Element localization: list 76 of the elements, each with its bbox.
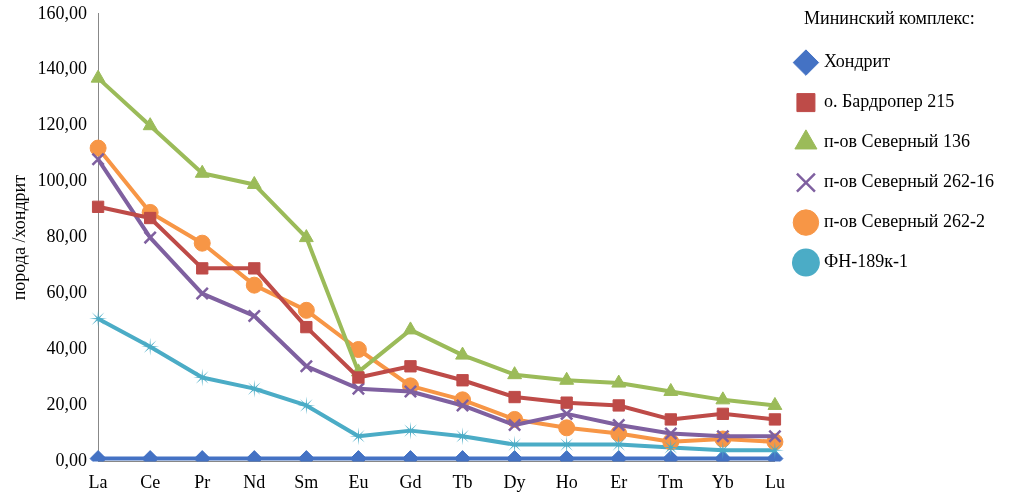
point (248, 262, 261, 275)
point (247, 309, 262, 323)
x-tick-label: Sm (294, 471, 319, 492)
point (559, 406, 574, 421)
point (91, 152, 106, 167)
point (298, 229, 314, 243)
point (297, 301, 315, 319)
x-tick-label: Lu (764, 471, 785, 492)
point (715, 391, 731, 405)
point (715, 429, 730, 444)
point (351, 381, 366, 396)
y-tick-label: 0,00 (55, 450, 88, 471)
point (560, 396, 573, 409)
x-tick-label: Ce (140, 471, 161, 492)
point (663, 426, 678, 441)
point (193, 234, 211, 252)
point (507, 418, 522, 432)
legend-label: Хондрит (823, 51, 891, 72)
point (716, 407, 730, 420)
point (245, 276, 263, 294)
point (142, 117, 158, 131)
point (349, 341, 367, 358)
point (195, 286, 210, 301)
y-tick-label: 40,00 (46, 338, 88, 359)
point (507, 366, 523, 380)
y-tick-label: 100,00 (37, 170, 88, 191)
y-tick-label: 160,00 (37, 2, 88, 23)
y-axis-title: порода /хондрит (8, 174, 29, 301)
x-tick-label: Er (610, 471, 628, 492)
point (91, 200, 105, 213)
point (194, 164, 210, 178)
legend-label: о. Бардропер 215 (823, 91, 955, 112)
point (352, 371, 365, 384)
point (455, 398, 470, 413)
x-tick-label: La (88, 471, 108, 492)
point (508, 390, 521, 404)
point (403, 321, 418, 335)
x-tick-label: Yb (711, 471, 734, 492)
point (664, 413, 677, 426)
point (612, 399, 625, 412)
y-tick-label: 120,00 (37, 114, 88, 135)
x-tick-label: Tm (658, 471, 684, 492)
point (404, 360, 417, 373)
legend-label: п-ов Северный 262-16 (823, 171, 994, 192)
point (768, 429, 782, 444)
legend-title: Мининский комплекс: (804, 7, 975, 28)
y-tick-label: 20,00 (46, 394, 88, 415)
point (90, 69, 106, 83)
point (299, 359, 314, 374)
point (456, 374, 469, 387)
x-tick-label: Pr (194, 471, 211, 492)
point (611, 374, 627, 388)
y-tick-label: 60,00 (46, 282, 88, 303)
y-tick-label: 140,00 (37, 58, 88, 79)
point (558, 419, 576, 437)
legend-label: п-ов Северный 262-2 (823, 211, 985, 232)
legend-label: ФН-189к-1 (823, 251, 908, 272)
point (455, 346, 470, 360)
point (611, 418, 626, 432)
x-tick-label: Dy (503, 471, 526, 492)
point (768, 413, 782, 426)
point (300, 320, 313, 334)
point (143, 230, 158, 245)
x-tick-label: Nd (243, 471, 266, 492)
point (403, 384, 418, 399)
x-tick-label: Ho (555, 471, 578, 492)
x-tick-label: Gd (399, 471, 422, 492)
point (144, 211, 157, 225)
x-tick-label: Tb (452, 471, 473, 492)
legend-label: п-ов Северный 136 (823, 131, 971, 152)
x-tick-label: Eu (348, 471, 369, 492)
y-tick-label: 80,00 (46, 226, 88, 247)
point (297, 396, 316, 415)
point (196, 262, 209, 275)
point (246, 175, 262, 189)
point (89, 139, 107, 157)
